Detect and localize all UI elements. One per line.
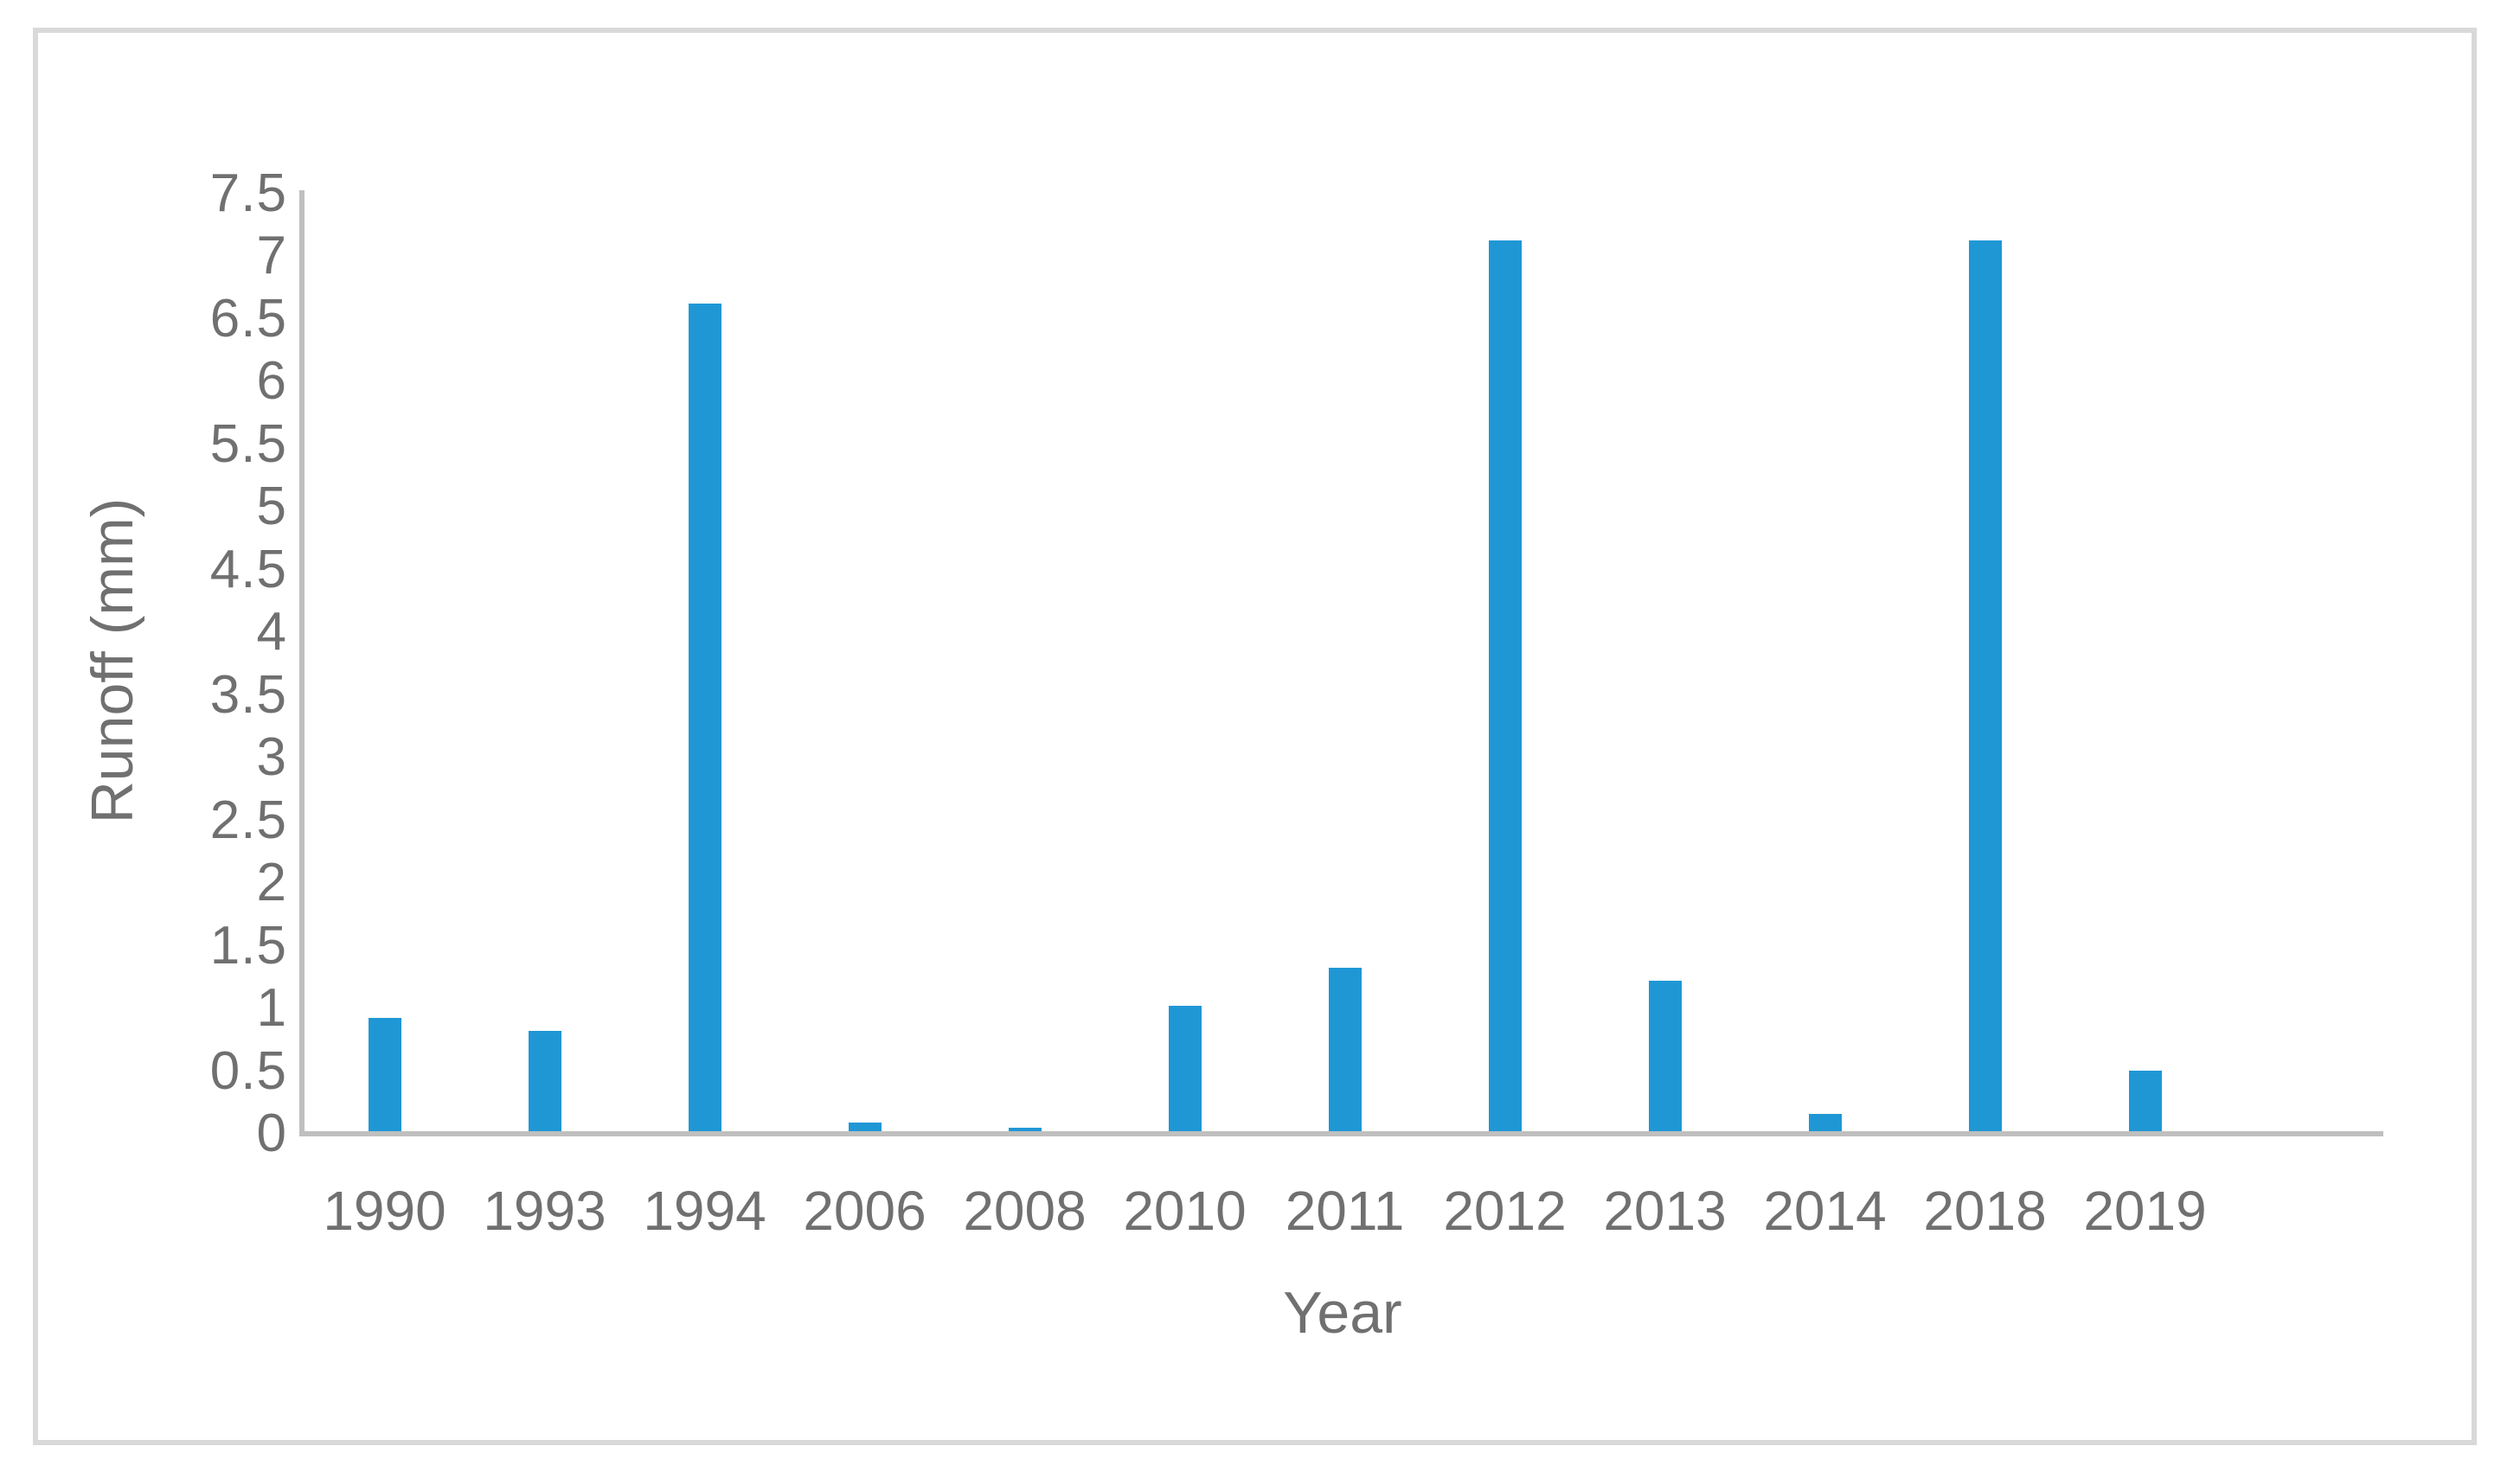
y-tick-label: 3 <box>256 727 287 787</box>
y-tick-label: 0.5 <box>209 1040 287 1101</box>
y-tick-label: 6 <box>256 351 287 411</box>
y-tick-label: 7.5 <box>209 163 287 223</box>
x-tick-label: 1990 <box>323 1180 446 1242</box>
bar-2014 <box>1808 1114 1842 1131</box>
x-tick-label: 1993 <box>483 1180 606 1242</box>
y-tick-label: 4 <box>256 602 287 662</box>
y-tick-label: 1 <box>256 978 287 1038</box>
x-axis-line <box>299 1131 2383 1136</box>
bar-2010 <box>1168 1006 1202 1131</box>
x-tick-label: 2012 <box>1443 1180 1567 1242</box>
x-tick-label: 2018 <box>1923 1180 2047 1242</box>
y-axis-line <box>299 190 305 1136</box>
y-tick-label: 2 <box>256 853 287 912</box>
y-tick-label: 4.5 <box>209 539 287 599</box>
y-tick-label: 0 <box>256 1104 287 1163</box>
y-tick-label: 5.5 <box>209 413 287 474</box>
bar-2006 <box>848 1123 882 1131</box>
bar-2018 <box>1968 240 2002 1131</box>
bar-2019 <box>2128 1071 2162 1131</box>
x-tick-label: 1994 <box>643 1180 766 1242</box>
y-tick-label: 6.5 <box>209 288 287 349</box>
bar-2011 <box>1328 968 1362 1131</box>
bar-2008 <box>1008 1128 1042 1131</box>
x-tick-label: 2006 <box>803 1180 927 1242</box>
bar-1990 <box>368 1018 401 1131</box>
figure-border <box>33 28 2477 1445</box>
bar-2013 <box>1648 981 1682 1131</box>
y-tick-label: 7 <box>256 226 287 285</box>
bar-2012 <box>1488 240 1522 1131</box>
x-tick-label: 2011 <box>1285 1180 1405 1242</box>
y-tick-label: 5 <box>256 477 287 536</box>
x-axis-title: Year <box>1283 1280 1402 1346</box>
x-tick-label: 2019 <box>2083 1180 2207 1242</box>
y-tick-label: 3.5 <box>209 664 287 725</box>
bar-1994 <box>688 304 721 1131</box>
y-axis-title: Runoff (mm) <box>80 497 145 824</box>
x-tick-label: 2014 <box>1763 1180 1887 1242</box>
y-tick-label: 1.5 <box>209 915 287 976</box>
y-tick-label: 2.5 <box>209 790 287 850</box>
x-tick-label: 2010 <box>1123 1180 1247 1242</box>
x-tick-label: 2013 <box>1603 1180 1727 1242</box>
x-tick-label: 2008 <box>963 1180 1087 1242</box>
bar-1993 <box>528 1031 561 1131</box>
